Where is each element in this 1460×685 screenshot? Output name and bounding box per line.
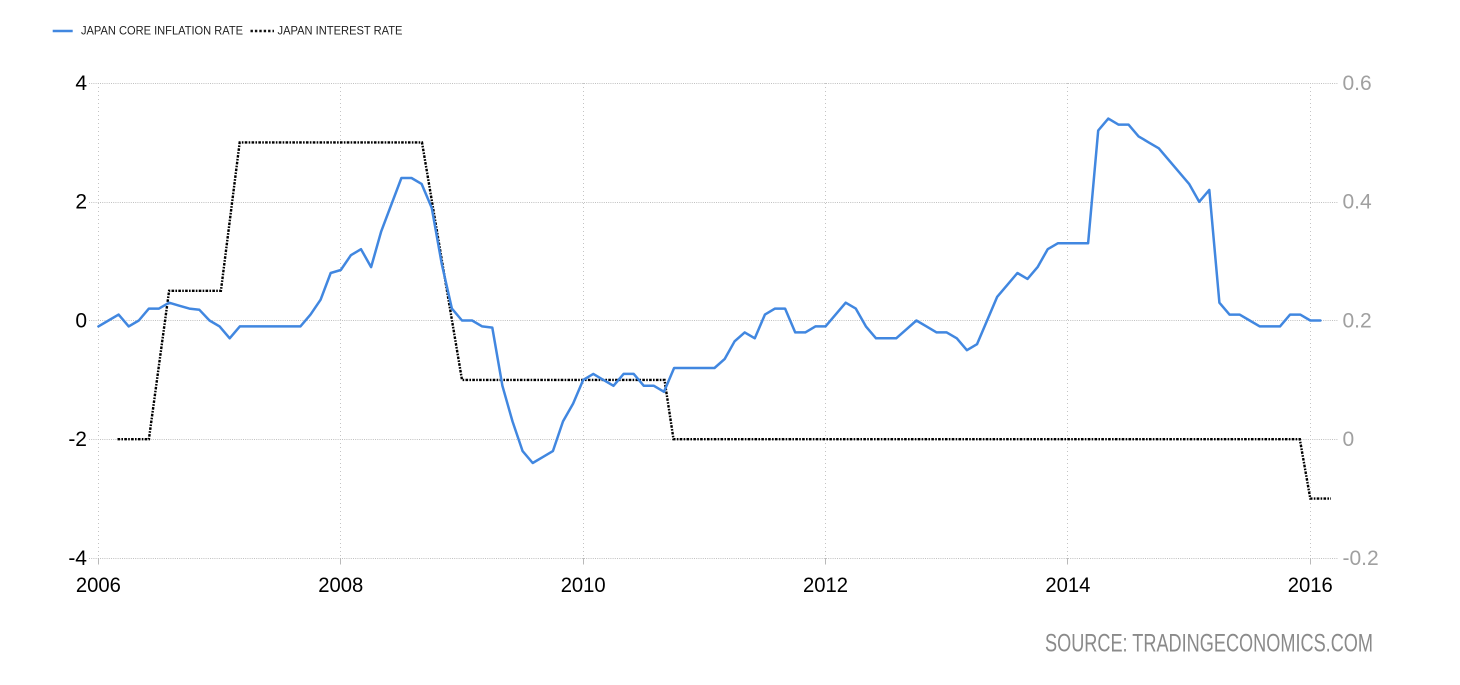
svg-text:SOURCE: TRADINGECONOMICS.COM: SOURCE: TRADINGECONOMICS.COM bbox=[1045, 630, 1373, 658]
svg-text:0: 0 bbox=[75, 309, 87, 332]
svg-text:2: 2 bbox=[75, 191, 87, 214]
svg-text:-4: -4 bbox=[68, 547, 87, 570]
svg-text:4: 4 bbox=[75, 72, 87, 95]
svg-text:2010: 2010 bbox=[561, 574, 606, 597]
svg-text:2016: 2016 bbox=[1288, 574, 1333, 597]
svg-text:JAPAN CORE INFLATION RATE: JAPAN CORE INFLATION RATE bbox=[81, 24, 243, 38]
svg-text:-2: -2 bbox=[68, 428, 87, 451]
svg-text:2012: 2012 bbox=[803, 574, 848, 597]
svg-text:JAPAN INTEREST RATE: JAPAN INTEREST RATE bbox=[278, 24, 403, 38]
svg-text:2014: 2014 bbox=[1045, 574, 1090, 597]
svg-text:-0.2: -0.2 bbox=[1343, 547, 1379, 570]
svg-text:0.2: 0.2 bbox=[1343, 309, 1372, 332]
svg-text:2006: 2006 bbox=[76, 574, 121, 597]
svg-text:0.6: 0.6 bbox=[1343, 72, 1372, 95]
svg-text:0: 0 bbox=[1343, 428, 1355, 451]
svg-text:2008: 2008 bbox=[318, 574, 363, 597]
svg-text:0.4: 0.4 bbox=[1343, 191, 1373, 214]
